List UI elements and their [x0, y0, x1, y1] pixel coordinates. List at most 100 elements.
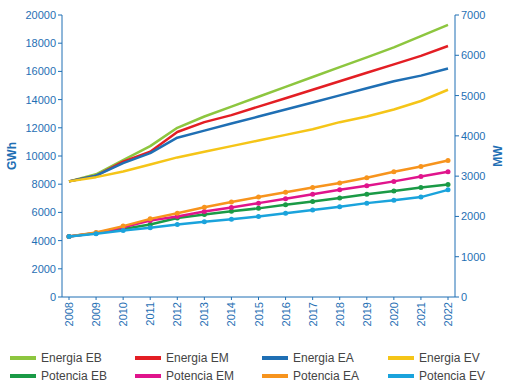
y-tick — [58, 43, 62, 44]
y2-tick — [455, 297, 459, 298]
series-marker — [94, 231, 99, 236]
x-tick — [150, 297, 151, 300]
series-marker — [256, 206, 261, 211]
series-marker — [67, 234, 72, 239]
y-tick-label: 20000 — [25, 9, 56, 21]
x-tick-label: 2017 — [307, 302, 319, 326]
x-tick — [448, 297, 449, 300]
legend-label: Potencia EA — [293, 369, 359, 383]
legend-label: Energia EB — [41, 351, 102, 365]
y-tick — [58, 212, 62, 213]
y-tick-label: 18000 — [25, 37, 56, 49]
x-tick — [231, 297, 232, 300]
series-marker — [364, 183, 369, 188]
y-tick — [58, 268, 62, 269]
series-line — [69, 90, 448, 182]
y-tick-label: 6000 — [32, 206, 56, 218]
x-tick-label: 2022 — [442, 302, 454, 326]
series-marker — [391, 169, 396, 174]
series-marker — [446, 182, 451, 187]
series-marker — [391, 198, 396, 203]
y2-axis-title: MW — [491, 145, 505, 167]
series-marker — [446, 169, 451, 174]
y2-tick-label: 2000 — [461, 210, 485, 222]
y2-tick — [455, 216, 459, 217]
series-line — [69, 172, 448, 237]
series-marker — [256, 195, 261, 200]
legend-label: Potencia EV — [419, 369, 485, 383]
x-tick — [258, 297, 259, 300]
x-tick — [285, 297, 286, 300]
y-tick-label: 12000 — [25, 122, 56, 134]
series-marker — [202, 219, 207, 224]
series-marker — [67, 234, 72, 239]
series-marker — [121, 224, 126, 229]
series-line — [69, 69, 448, 182]
series-marker — [256, 214, 261, 219]
x-tick — [312, 297, 313, 300]
series-marker — [256, 201, 261, 206]
x-tick — [393, 297, 394, 300]
series-marker — [283, 196, 288, 201]
x-tick-label: 2018 — [334, 302, 346, 326]
series-marker — [202, 209, 207, 214]
series-marker — [310, 207, 315, 212]
y-tick-label: 16000 — [25, 65, 56, 77]
x-tick — [420, 297, 421, 300]
series-marker — [364, 175, 369, 180]
y2-tick-label: 3000 — [461, 170, 485, 182]
series-marker — [283, 202, 288, 207]
y-tick-label: 10000 — [25, 150, 56, 162]
y-tick — [58, 127, 62, 128]
y-tick-label: 2000 — [32, 263, 56, 275]
x-tick — [69, 297, 70, 300]
series-line — [69, 190, 448, 237]
legend-swatch — [388, 356, 414, 360]
y-tick — [58, 240, 62, 241]
y2-tick-label: 0 — [461, 291, 467, 303]
x-tick-label: 2019 — [361, 302, 373, 326]
series-marker — [67, 234, 72, 239]
y2-tick — [455, 55, 459, 56]
series-marker — [94, 230, 99, 235]
y-tick — [58, 184, 62, 185]
x-tick-label: 2012 — [171, 302, 183, 326]
series-marker — [202, 205, 207, 210]
y-tick — [58, 297, 62, 298]
y-tick — [58, 99, 62, 100]
legend-swatch — [10, 356, 36, 360]
x-tick-label: 2016 — [280, 302, 292, 326]
series-marker — [337, 204, 342, 209]
legend-label: Potencia EM — [166, 369, 234, 383]
legend-swatch — [388, 374, 414, 378]
series-marker — [364, 201, 369, 206]
series-marker — [337, 187, 342, 192]
y2-tick-label: 1000 — [461, 251, 485, 263]
y2-tick — [455, 256, 459, 257]
legend-swatch — [10, 374, 36, 378]
y2-tick-label: 6000 — [461, 49, 485, 61]
series-line — [69, 25, 448, 182]
series-marker — [310, 192, 315, 197]
x-tick — [177, 297, 178, 300]
series-marker — [337, 180, 342, 185]
legend-label: Energia EV — [419, 351, 480, 365]
series-marker — [229, 199, 234, 204]
y2-tick-label: 5000 — [461, 90, 485, 102]
series-marker — [418, 195, 423, 200]
x-tick-label: 2011 — [144, 302, 156, 326]
series-marker — [418, 164, 423, 169]
x-tick-label: 2008 — [63, 302, 75, 326]
legend-swatch — [135, 356, 161, 360]
y-tick — [58, 156, 62, 157]
y-tick — [58, 15, 62, 16]
y-axis-title: GWh — [5, 142, 19, 170]
series-marker — [67, 234, 72, 239]
y2-tick — [455, 95, 459, 96]
series-marker — [391, 179, 396, 184]
plot-area — [67, 25, 451, 239]
series-line — [69, 160, 448, 236]
series-marker — [391, 189, 396, 194]
legend-label: Potencia EB — [41, 369, 107, 383]
series-marker — [283, 190, 288, 195]
